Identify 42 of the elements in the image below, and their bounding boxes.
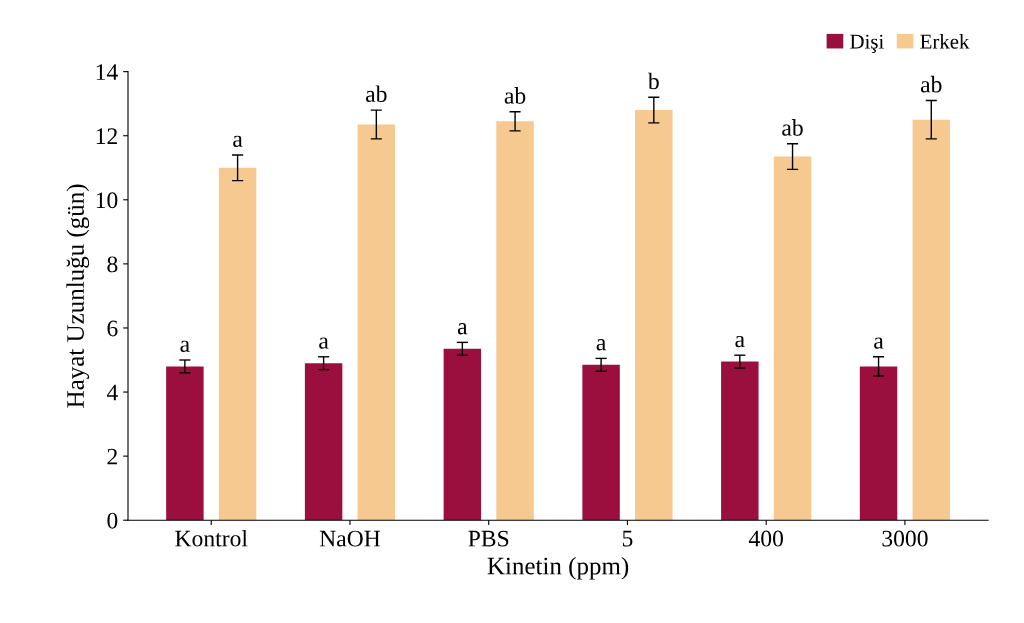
data-label: ab	[782, 119, 803, 136]
bar	[443, 348, 482, 521]
bar	[218, 167, 257, 521]
y-tick-label: 2	[107, 448, 117, 465]
data-label: ab	[366, 85, 387, 103]
x-axis-title: Kinetin (ppm)	[487, 556, 629, 580]
data-label: a	[319, 337, 329, 349]
bar	[357, 124, 396, 521]
y-tick-label: 14	[96, 64, 118, 80]
bar	[635, 110, 673, 521]
x-tick-label: NaOH	[319, 530, 381, 547]
data-label: ab	[920, 75, 942, 93]
y-tick-label: 10	[96, 192, 118, 209]
bar	[304, 363, 343, 521]
y-tick-label: 8	[107, 256, 118, 273]
data-label: a	[233, 135, 243, 147]
data-label: a	[596, 339, 606, 351]
data-label: ab	[504, 87, 526, 104]
x-tick-label: 3000	[882, 530, 928, 547]
y-tick-label: 12	[96, 128, 117, 144]
bar	[773, 156, 812, 521]
bar	[166, 366, 204, 521]
legend-label: Erkek	[920, 34, 970, 49]
data-label: a	[874, 337, 884, 349]
bar	[859, 366, 898, 521]
x-tick-label: 5	[622, 530, 633, 547]
y-tick-label: 6	[107, 320, 118, 337]
y-tick-label: 4	[106, 384, 118, 401]
legend-label: Dişi	[850, 34, 884, 53]
bar	[912, 119, 951, 521]
y-axis-title: Hayat Uzunluğu (gün)	[66, 184, 90, 408]
x-tick-label: 400	[748, 530, 783, 547]
data-label: b	[647, 72, 659, 90]
y-tick-label: 0	[107, 512, 118, 529]
bar	[582, 364, 620, 521]
bar	[721, 361, 759, 521]
data-label: a	[180, 340, 190, 352]
x-tick-label: Kontrol	[175, 529, 248, 547]
x-tick-label: PBS	[468, 530, 509, 547]
bar	[496, 121, 534, 521]
data-label: a	[735, 335, 745, 348]
data-label: a	[457, 323, 468, 335]
